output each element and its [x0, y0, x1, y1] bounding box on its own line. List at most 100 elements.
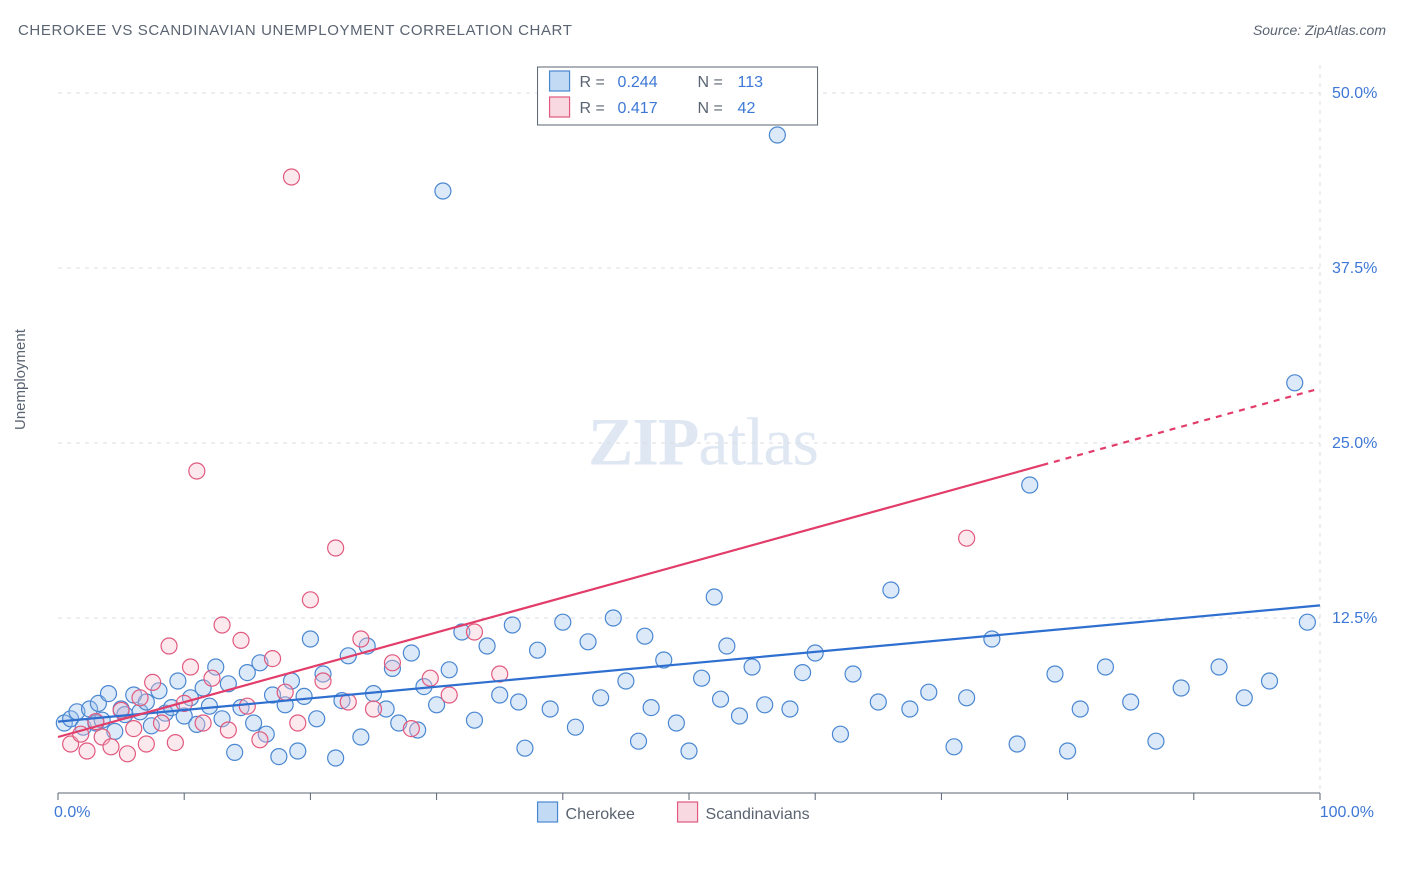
data-point: [315, 673, 331, 689]
data-point: [1148, 733, 1164, 749]
data-point: [1299, 614, 1315, 630]
data-point: [883, 582, 899, 598]
data-point: [517, 740, 533, 756]
data-point: [713, 691, 729, 707]
footer-legend-label: Cherokee: [566, 806, 635, 823]
data-point: [328, 750, 344, 766]
data-point: [946, 739, 962, 755]
correlation-scatter-plot: 12.5%25.0%37.5%50.0%0.0%100.0%R =0.244N …: [50, 55, 1388, 835]
data-point: [233, 632, 249, 648]
legend-r-value: 0.244: [618, 74, 658, 91]
data-point: [1060, 743, 1076, 759]
data-point: [422, 670, 438, 686]
data-point: [1123, 694, 1139, 710]
trend-line: [58, 465, 1042, 737]
data-point: [845, 666, 861, 682]
data-point: [731, 708, 747, 724]
data-point: [530, 642, 546, 658]
data-point: [1072, 701, 1088, 717]
data-point: [239, 698, 255, 714]
data-point: [384, 655, 400, 671]
data-point: [79, 743, 95, 759]
data-point: [1097, 659, 1113, 675]
data-point: [161, 638, 177, 654]
data-point: [782, 701, 798, 717]
data-point: [795, 665, 811, 681]
data-point: [227, 744, 243, 760]
data-point: [466, 624, 482, 640]
data-point: [706, 589, 722, 605]
y-tick-label: 25.0%: [1332, 435, 1377, 452]
legend-n-label: N =: [698, 100, 723, 117]
data-point: [668, 715, 684, 731]
data-point: [435, 183, 451, 199]
data-point: [1022, 477, 1038, 493]
data-point: [103, 739, 119, 755]
data-point: [296, 688, 312, 704]
data-point: [302, 592, 318, 608]
data-point: [214, 617, 230, 633]
data-point: [100, 686, 116, 702]
data-point: [618, 673, 634, 689]
data-point: [290, 743, 306, 759]
legend-swatch: [550, 97, 570, 117]
data-point: [441, 662, 457, 678]
data-point: [302, 631, 318, 647]
data-point: [984, 631, 1000, 647]
data-point: [719, 638, 735, 654]
data-point: [167, 735, 183, 751]
data-point: [637, 628, 653, 644]
y-tick-label: 12.5%: [1332, 610, 1377, 627]
data-point: [643, 700, 659, 716]
data-point: [555, 614, 571, 630]
data-point: [694, 670, 710, 686]
data-point: [290, 715, 306, 731]
source-label: Source: ZipAtlas.com: [1253, 22, 1386, 38]
data-point: [403, 721, 419, 737]
data-point: [479, 638, 495, 654]
data-point: [126, 721, 142, 737]
data-point: [271, 749, 287, 765]
data-point: [631, 733, 647, 749]
data-point: [681, 743, 697, 759]
legend-swatch: [550, 71, 570, 91]
data-point: [353, 631, 369, 647]
data-point: [283, 169, 299, 185]
legend-n-value: 113: [738, 74, 764, 91]
data-point: [1009, 736, 1025, 752]
data-point: [1287, 375, 1303, 391]
data-point: [832, 726, 848, 742]
data-point: [328, 540, 344, 556]
trend-line-extrapolated: [1042, 388, 1320, 465]
y-tick-label: 37.5%: [1332, 260, 1377, 277]
data-point: [504, 617, 520, 633]
legend-r-label: R =: [580, 74, 605, 91]
data-point: [1262, 673, 1278, 689]
data-point: [252, 732, 268, 748]
data-point: [605, 610, 621, 626]
data-point: [277, 684, 293, 700]
data-point: [1173, 680, 1189, 696]
data-point: [366, 701, 382, 717]
x-max-label: 100.0%: [1320, 804, 1374, 821]
data-point: [492, 687, 508, 703]
data-point: [153, 715, 169, 731]
data-point: [1047, 666, 1063, 682]
data-point: [580, 634, 596, 650]
data-point: [959, 530, 975, 546]
data-point: [1211, 659, 1227, 675]
data-point: [466, 712, 482, 728]
data-point: [353, 729, 369, 745]
x-min-label: 0.0%: [54, 804, 90, 821]
y-axis-label: Unemployment: [12, 329, 29, 430]
legend-r-value: 0.417: [618, 100, 658, 117]
footer-legend-swatch: [678, 802, 698, 822]
data-point: [1236, 690, 1252, 706]
data-point: [441, 687, 457, 703]
data-point: [870, 694, 886, 710]
data-point: [511, 694, 527, 710]
data-point: [593, 690, 609, 706]
data-point: [902, 701, 918, 717]
data-point: [183, 659, 199, 675]
data-point: [265, 651, 281, 667]
